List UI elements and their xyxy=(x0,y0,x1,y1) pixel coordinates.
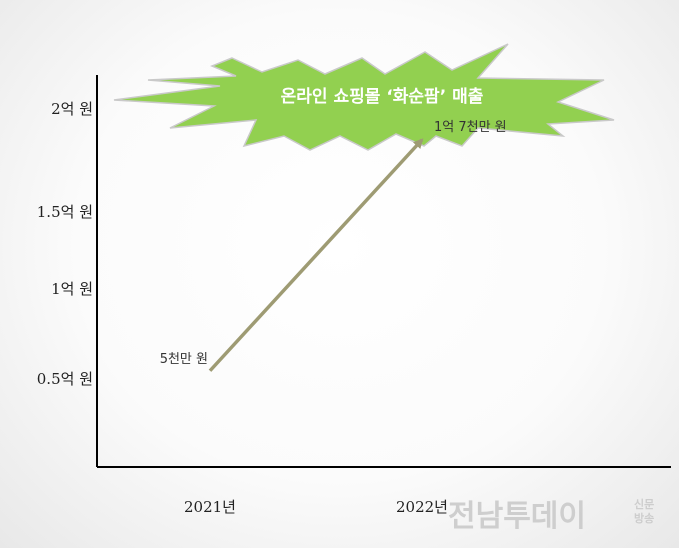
data-label-2021: 5천만 원 xyxy=(160,352,208,367)
watermark-tag-line2: 방송 xyxy=(634,511,654,525)
x-tick-label-2021: 2021년 xyxy=(184,498,236,516)
data-label-2022: 1억 7천만 원 xyxy=(434,120,507,135)
y-tick-label-1: 1억 원 xyxy=(51,280,93,298)
watermark-brand: 전남투데이 xyxy=(448,499,586,534)
y-tick-label-2: 2억 원 xyxy=(51,100,93,118)
y-tick-label-0.5: 0.5억 원 xyxy=(37,370,93,388)
watermark-tag-line1: 신문 xyxy=(634,497,654,511)
series-line xyxy=(208,138,424,372)
y-tick-label-1.5: 1.5억 원 xyxy=(37,203,93,221)
title-burst: 온라인 쇼핑몰 ‘화순팜’ 매출 xyxy=(113,43,615,151)
x-tick-label-2022: 2022년 xyxy=(396,498,448,516)
watermark-tag: 신문 방송 xyxy=(634,497,658,525)
watermark: 전남투데이 신문 방송 xyxy=(448,497,658,534)
chart-title: 온라인 쇼핑몰 ‘화순팜’ 매출 xyxy=(281,87,484,107)
title-burst-shape xyxy=(113,43,615,151)
